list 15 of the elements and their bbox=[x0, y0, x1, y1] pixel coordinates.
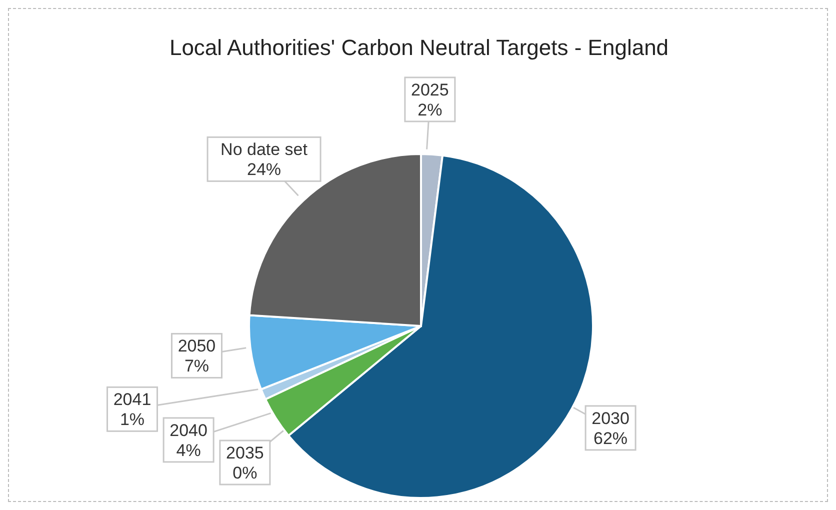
slice-label: 2041 bbox=[113, 390, 152, 410]
data-label: 2% bbox=[418, 100, 442, 120]
data-label: 7% bbox=[184, 356, 210, 376]
slice-label: No date set bbox=[220, 140, 308, 160]
slice-label: 2025 bbox=[411, 80, 449, 100]
slice-label: 2040 bbox=[170, 420, 208, 440]
slice-label: 2050 bbox=[178, 336, 216, 356]
slice-label: 2030 bbox=[592, 408, 630, 428]
text: 0% bbox=[232, 464, 258, 483]
data-label: 4% bbox=[176, 440, 201, 460]
category-label: 2035 bbox=[226, 444, 264, 463]
data-label: 24% bbox=[247, 160, 282, 180]
data-label: 1% bbox=[120, 410, 145, 430]
chart-title: Local Authorities' Carbon Neutral Targets - England bbox=[168, 35, 670, 61]
data-label: 62% bbox=[594, 428, 628, 448]
